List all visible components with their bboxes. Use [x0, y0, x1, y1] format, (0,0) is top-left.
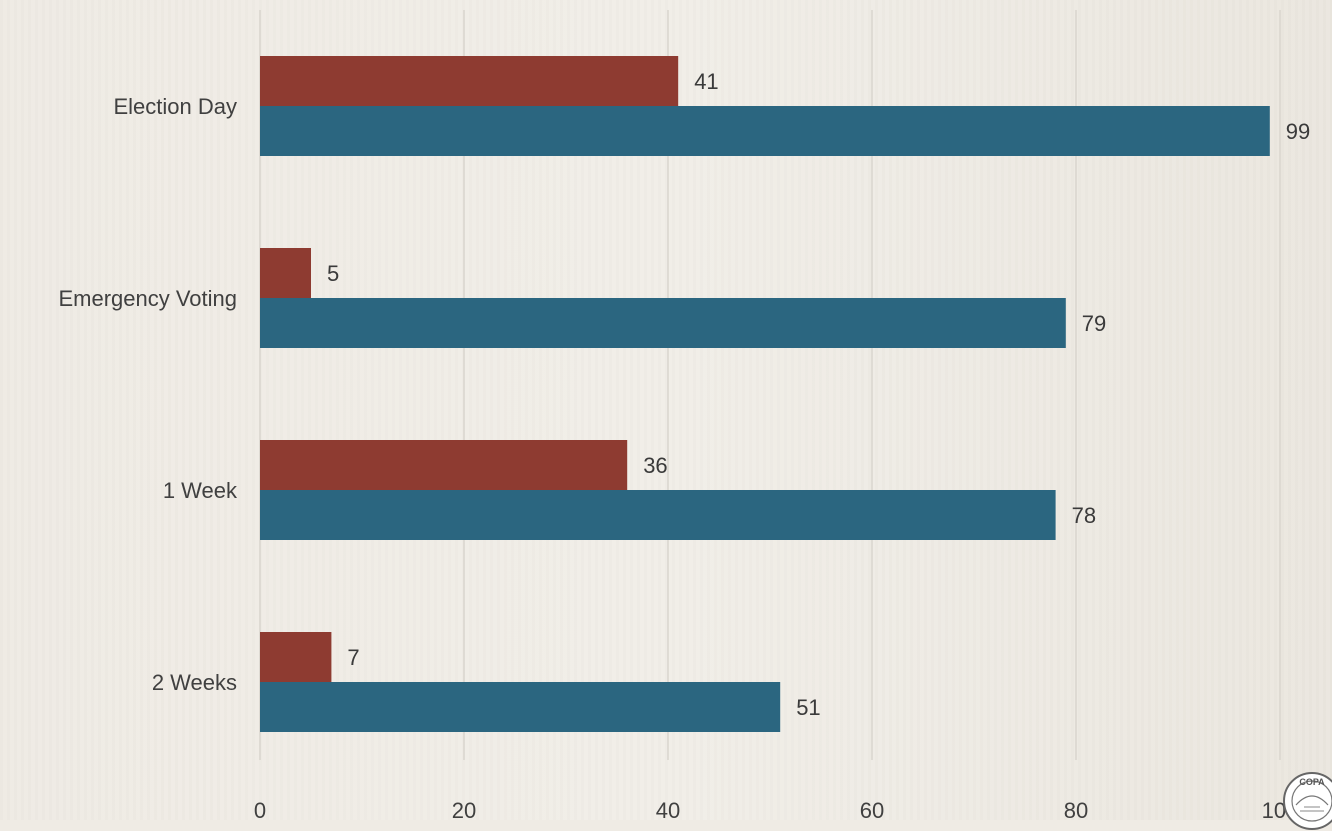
bar [260, 298, 1066, 348]
data-label: 51 [796, 695, 820, 720]
x-tick-label: 40 [656, 798, 680, 820]
value-labels: 41 99 5 79 36 78 7 51 [327, 69, 1310, 720]
data-label: 36 [643, 453, 667, 478]
data-label: 79 [1082, 311, 1106, 336]
data-label: 7 [347, 645, 359, 670]
bar [260, 106, 1270, 156]
seal-text: COPA [1299, 777, 1325, 787]
x-tick-label: 20 [452, 798, 476, 820]
bar [260, 682, 781, 732]
bar [260, 632, 332, 682]
bars [260, 56, 1270, 732]
data-label: 5 [327, 261, 339, 286]
category-label: 1 Week [163, 478, 238, 503]
x-tick-label: 0 [254, 798, 266, 820]
x-tick-label: 80 [1064, 798, 1088, 820]
bar [260, 440, 628, 490]
x-tick-labels: 0 20 40 60 80 100 [254, 798, 1298, 820]
county-seal-icon: COPA [1283, 772, 1332, 830]
data-label: 41 [694, 69, 718, 94]
x-tick-label: 60 [860, 798, 884, 820]
category-label: 2 Weeks [152, 670, 237, 695]
data-label: 99 [1286, 119, 1310, 144]
bar [260, 248, 311, 298]
data-label: 78 [1072, 503, 1096, 528]
bar [260, 490, 1056, 540]
bar [260, 56, 679, 106]
category-labels: Election Day Emergency Voting 1 Week 2 Week… [58, 94, 238, 695]
category-label: Election Day [113, 94, 237, 119]
category-label: Emergency Voting [58, 286, 237, 311]
